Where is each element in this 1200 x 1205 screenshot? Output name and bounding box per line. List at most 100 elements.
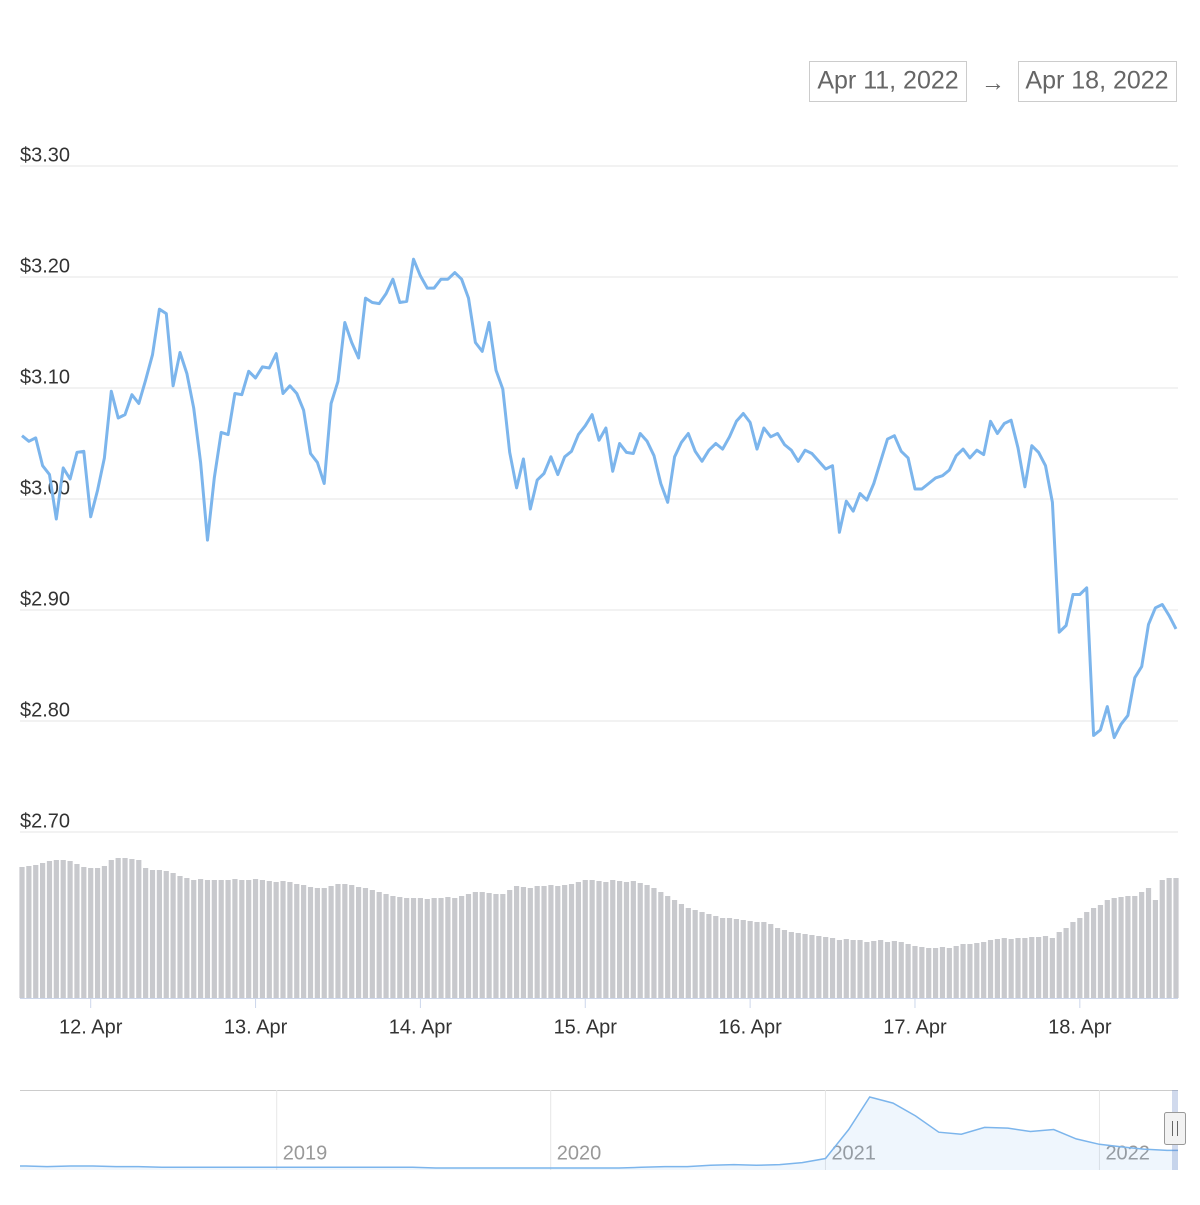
volume-bar (67, 861, 73, 998)
volume-bar (589, 880, 595, 998)
volume-bar (211, 880, 217, 998)
volume-bar (912, 946, 918, 998)
volume-bar (513, 886, 520, 998)
volume-bar (1173, 878, 1179, 998)
y-tick-label: $3.00 (20, 477, 70, 499)
volume-bar (26, 866, 32, 998)
volume-bar (239, 880, 245, 998)
volume-bar (555, 886, 561, 998)
volume-bar (630, 881, 636, 998)
volume-bar (926, 948, 932, 998)
volume-bar (225, 880, 231, 998)
volume-bar (891, 941, 897, 998)
volume-bar (802, 934, 808, 998)
volume-bar (424, 899, 430, 998)
volume-bar (575, 882, 581, 998)
volume-bar (658, 892, 664, 998)
price-line (21, 257, 1178, 740)
volume-bar (967, 944, 973, 998)
range-start-text: Apr 11, 2022 (817, 67, 958, 95)
volume-bar (314, 888, 320, 998)
volume-bar (46, 861, 53, 998)
volume-bar (342, 884, 348, 998)
x-tick-label: 18. Apr (1048, 1016, 1112, 1038)
volume-bar (685, 908, 691, 998)
volume-bar (149, 870, 156, 998)
navigator-tick-label: 2021 (831, 1142, 876, 1164)
volume-bar (781, 930, 788, 998)
volume-bar (60, 860, 66, 998)
volume-bar (871, 941, 877, 998)
volume-bar (994, 939, 1001, 998)
volume-bar (548, 885, 554, 998)
volume-bar (1132, 896, 1138, 998)
volume-bar (445, 897, 451, 998)
volume-bar (541, 886, 547, 998)
volume-bar (974, 943, 980, 998)
x-tick-label: 13. Apr (224, 1016, 288, 1038)
volume-bar (287, 882, 293, 998)
volume-bar (81, 867, 87, 998)
volume-bar (665, 896, 671, 998)
volume-bar (1145, 888, 1152, 998)
volume-bar (884, 942, 891, 998)
volume-bar (843, 939, 849, 998)
volume-bar (1159, 880, 1165, 998)
y-tick-label: $3.30 (20, 144, 70, 166)
x-tick-label: 14. Apr (389, 1016, 453, 1038)
navigator-tick-label: 2020 (557, 1142, 602, 1164)
y-tick-label: $3.20 (20, 255, 70, 277)
volume-bar (1097, 905, 1104, 998)
volume-bar (294, 884, 300, 998)
volume-bar (355, 887, 362, 998)
volume-bar (410, 898, 417, 998)
navigator-tick-label: 2022 (1105, 1142, 1150, 1164)
range-end-input[interactable] (1018, 61, 1177, 102)
volume-bar (232, 879, 238, 998)
navigator-line (20, 1096, 1178, 1169)
volume-bar (726, 918, 733, 998)
volume-bar (479, 892, 485, 998)
volume-bar (486, 893, 492, 998)
volume-bar (94, 868, 101, 998)
volume-bar (678, 904, 685, 998)
y-tick-label: $2.70 (20, 810, 70, 832)
volume-bar (596, 881, 602, 998)
volume-bar (788, 932, 794, 998)
volume-bar (699, 912, 705, 998)
volume-bar (1152, 900, 1158, 998)
volume-bar (115, 858, 121, 998)
volume-bar (129, 859, 135, 998)
volume-bar (362, 888, 369, 998)
volume-bar (747, 921, 753, 998)
volume-bar (1125, 896, 1131, 998)
volume-bar (19, 867, 25, 998)
volume-bar (610, 880, 616, 998)
y-tick-label: $2.90 (20, 588, 70, 610)
volume-bar (108, 860, 114, 998)
volume-bar (1118, 897, 1124, 998)
volume-bar (1022, 938, 1028, 998)
volume-bar (617, 881, 623, 998)
volume-bar (829, 938, 836, 998)
volume-bar (74, 864, 80, 998)
volume-bar (637, 883, 643, 998)
volume-bar (1036, 937, 1042, 998)
volume-bar (671, 900, 678, 998)
volume-bar (651, 888, 657, 998)
range-start-input[interactable] (809, 61, 967, 102)
volume-bar (335, 884, 341, 998)
handle-body[interactable] (1164, 1112, 1186, 1145)
volume-bar (507, 890, 513, 998)
volume-bar (376, 892, 382, 998)
volume-bar (252, 879, 259, 998)
volume-bar (307, 887, 314, 998)
volume-bar (568, 884, 575, 998)
volume-bar (939, 947, 946, 998)
navigator-handle[interactable] (1164, 1112, 1186, 1145)
volume-bar (266, 881, 272, 998)
volume-bar (720, 918, 726, 998)
y-tick-label: $2.80 (20, 699, 70, 721)
volume-bar (932, 948, 939, 998)
volume-bar (301, 885, 307, 998)
